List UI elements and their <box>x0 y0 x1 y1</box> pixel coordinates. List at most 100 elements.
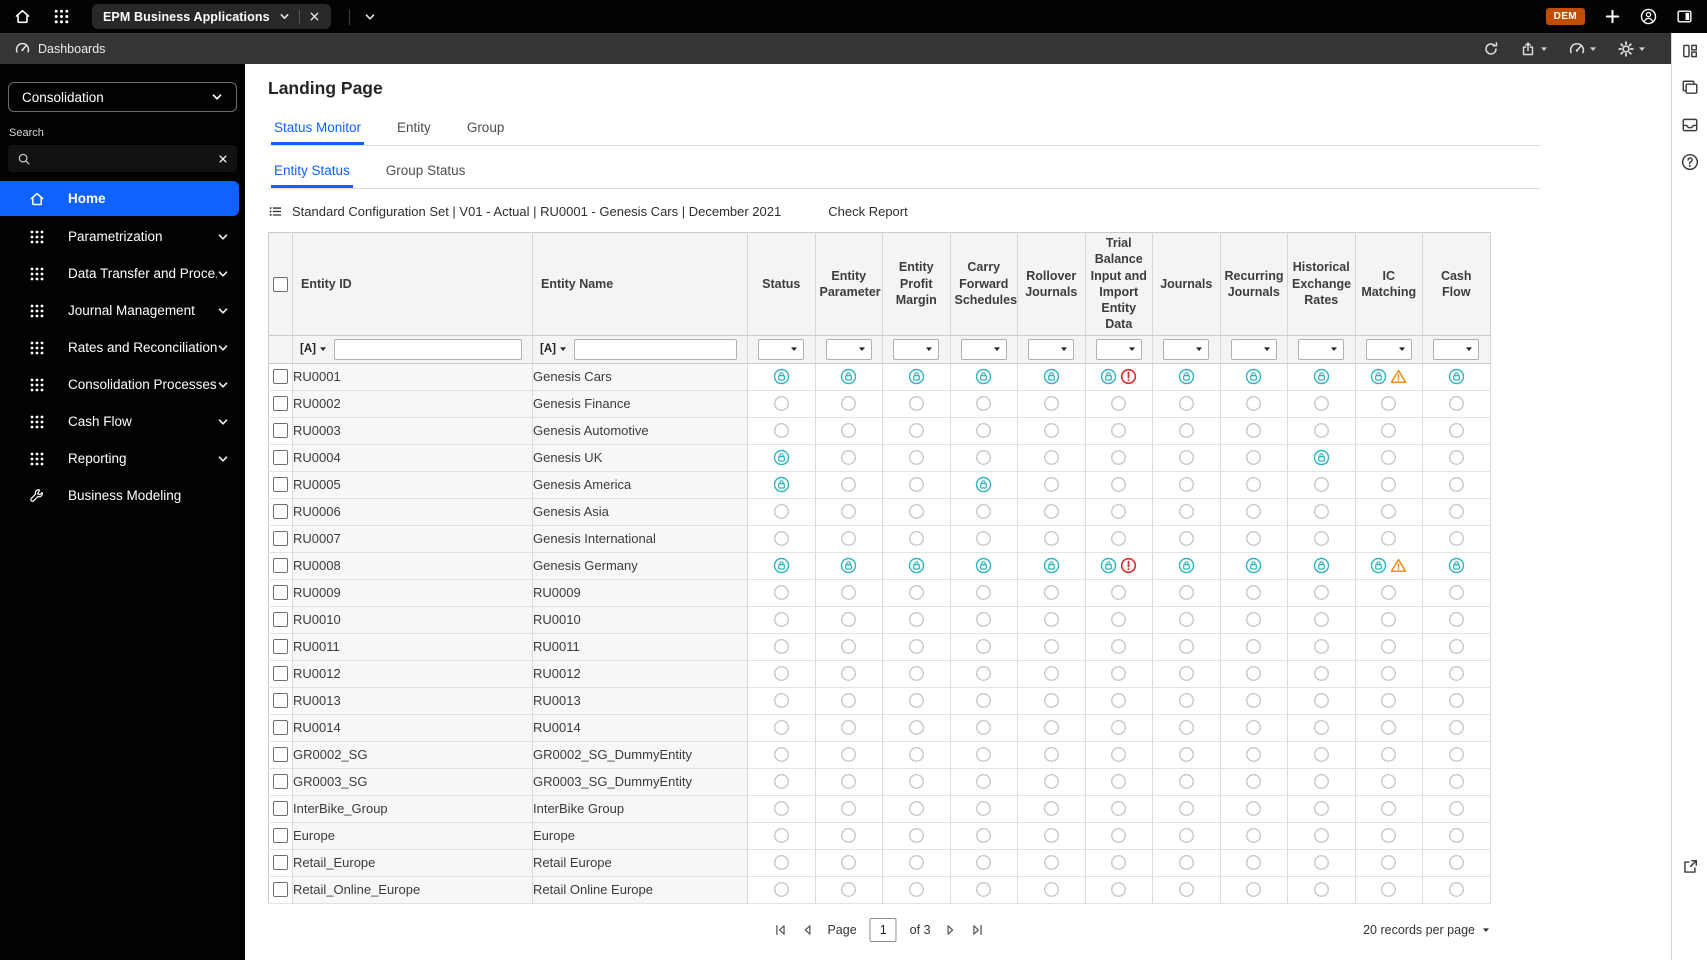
entity-name-filter-input[interactable] <box>573 338 737 360</box>
chevron-down-icon[interactable] <box>279 11 290 22</box>
row-checkbox[interactable] <box>273 827 288 843</box>
entity-parameter-filter-select[interactable] <box>825 338 872 360</box>
cash-flow-filter-select[interactable] <box>1433 338 1480 360</box>
column-header-entity-parameter[interactable]: Entity Parameter <box>815 232 883 336</box>
row-checkbox[interactable] <box>273 638 288 654</box>
journals-filter-select[interactable] <box>1163 338 1210 360</box>
status-cell-entity-parameter <box>815 606 883 634</box>
app-switcher-icon[interactable] <box>53 8 70 25</box>
last-page-button[interactable] <box>971 923 985 937</box>
row-checkbox[interactable] <box>273 368 288 384</box>
tab-status-monitor[interactable]: Status Monitor <box>271 112 365 145</box>
sidebar-item-parametrization[interactable]: Parametrization <box>0 218 245 255</box>
search-label: Search <box>9 127 44 139</box>
app-tab[interactable]: EPM Business Applications <box>92 4 331 29</box>
column-header-cash-flow[interactable]: Cash Flow <box>1422 232 1491 336</box>
user-avatar-icon[interactable] <box>1640 8 1657 25</box>
entity-profit-margin-filter-select[interactable] <box>893 338 940 360</box>
recurring-journals-filter-select[interactable] <box>1230 338 1277 360</box>
row-checkbox[interactable] <box>273 692 288 708</box>
row-checkbox[interactable] <box>273 773 288 789</box>
historical-exchange-rates-filter-select[interactable] <box>1298 338 1345 360</box>
filter-type-button[interactable]: [A] <box>540 343 567 355</box>
column-header-entity-profit-margin[interactable]: Entity Profit Margin <box>882 232 951 336</box>
open-external-icon[interactable] <box>1681 858 1699 876</box>
row-checkbox[interactable] <box>273 665 288 681</box>
row-checkbox[interactable] <box>273 746 288 762</box>
check-report-link[interactable]: Check Report <box>828 204 908 219</box>
column-header-historical-exchange-rates[interactable]: Historical Exchange Rates <box>1287 232 1356 336</box>
column-header-journals[interactable]: Journals <box>1152 232 1221 336</box>
row-checkbox[interactable] <box>273 719 288 735</box>
row-checkbox[interactable] <box>273 800 288 816</box>
first-page-button[interactable] <box>773 923 787 937</box>
top-bar-left: EPM Business Applications <box>14 4 376 29</box>
open-status-icon <box>1448 800 1465 817</box>
clear-search-icon[interactable] <box>218 154 228 164</box>
next-page-button[interactable] <box>944 923 958 937</box>
column-header-status[interactable]: Status <box>747 232 816 336</box>
sidebar-item-home[interactable]: Home <box>0 181 239 216</box>
module-selector[interactable]: Consolidation <box>8 82 237 112</box>
records-per-page-select[interactable]: 20 records per page <box>1363 923 1490 937</box>
column-header-recurring-journals[interactable]: Recurring Journals <box>1220 232 1288 336</box>
sidebar-item-cash-flow[interactable]: Cash Flow <box>0 403 245 440</box>
column-header-entity-name[interactable]: Entity Name <box>532 232 748 336</box>
export-button[interactable] <box>1520 41 1548 57</box>
carry-forward-schedules-filter-select[interactable] <box>960 338 1007 360</box>
row-checkbox[interactable] <box>273 881 288 897</box>
panel-toggle-icon[interactable] <box>1676 8 1693 25</box>
open-status-icon <box>908 449 925 466</box>
row-checkbox[interactable] <box>273 611 288 627</box>
ic-matching-filter-select[interactable] <box>1365 338 1412 360</box>
previous-page-button[interactable] <box>800 923 814 937</box>
column-header-trial-balance-input-and-import-entity-data[interactable]: Trial Balance Input and Import Entity Da… <box>1085 232 1153 336</box>
open-status-icon <box>1043 638 1060 655</box>
builder-panel-icon[interactable] <box>1681 42 1699 60</box>
page-number-input[interactable] <box>869 917 897 942</box>
sidebar-item-data-transfer-and-proce[interactable]: Data Transfer and Proce... <box>0 255 245 292</box>
dashboards-menu-button[interactable] <box>1569 41 1597 57</box>
column-header-rollover-journals[interactable]: Rollover Journals <box>1017 232 1086 336</box>
chevron-down-icon[interactable] <box>364 11 376 23</box>
column-header-carry-forward-schedules[interactable]: Carry Forward Schedules <box>950 232 1018 336</box>
home-icon[interactable] <box>14 8 31 25</box>
row-checkbox[interactable] <box>273 503 288 519</box>
row-checkbox[interactable] <box>273 854 288 870</box>
help-icon[interactable] <box>1681 153 1699 171</box>
add-icon[interactable] <box>1604 8 1621 25</box>
context-list-icon[interactable] <box>268 204 283 219</box>
comments-icon[interactable] <box>1681 79 1699 97</box>
tab-group[interactable]: Group <box>466 120 505 135</box>
notifications-inbox-icon[interactable] <box>1681 116 1699 134</box>
row-checkbox[interactable] <box>273 476 288 492</box>
sidebar-item-consolidation-processes[interactable]: Consolidation Processes <box>0 366 245 403</box>
row-checkbox[interactable] <box>273 395 288 411</box>
entity-id-filter-input[interactable] <box>333 338 522 360</box>
sidebar-item-reporting[interactable]: Reporting <box>0 440 245 477</box>
sidebar-item-journal-management[interactable]: Journal Management <box>0 292 245 329</box>
status-filter-select[interactable] <box>758 338 805 360</box>
breadcrumb[interactable]: Dashboards <box>15 41 105 56</box>
filter-type-button[interactable]: [A] <box>300 343 327 355</box>
row-checkbox[interactable] <box>273 530 288 546</box>
refresh-button[interactable] <box>1483 41 1499 57</box>
tab-entity[interactable]: Entity <box>397 120 431 135</box>
row-checkbox[interactable] <box>273 449 288 465</box>
sidebar-item-rates-and-reconciliation[interactable]: Rates and Reconciliation <box>0 329 245 366</box>
select-all-checkbox[interactable] <box>273 276 288 292</box>
row-checkbox[interactable] <box>273 584 288 600</box>
close-icon[interactable] <box>309 11 320 22</box>
subtab-entity-status[interactable]: Entity Status <box>271 155 353 188</box>
column-header-ic-matching[interactable]: IC Matching <box>1355 232 1423 336</box>
row-checkbox[interactable] <box>273 422 288 438</box>
search-input[interactable] <box>38 151 211 166</box>
subtab-group-status[interactable]: Group Status <box>385 163 466 178</box>
settings-button[interactable] <box>1618 40 1646 57</box>
sidebar-item-business-modeling[interactable]: Business Modeling <box>0 477 245 514</box>
rollover-journals-filter-select[interactable] <box>1028 338 1075 360</box>
column-header-entity-id[interactable]: Entity ID <box>292 232 533 336</box>
search-box[interactable] <box>8 145 237 172</box>
row-checkbox[interactable] <box>273 557 288 573</box>
trial-balance-input-and-import-entity-data-filter-select[interactable] <box>1095 338 1142 360</box>
